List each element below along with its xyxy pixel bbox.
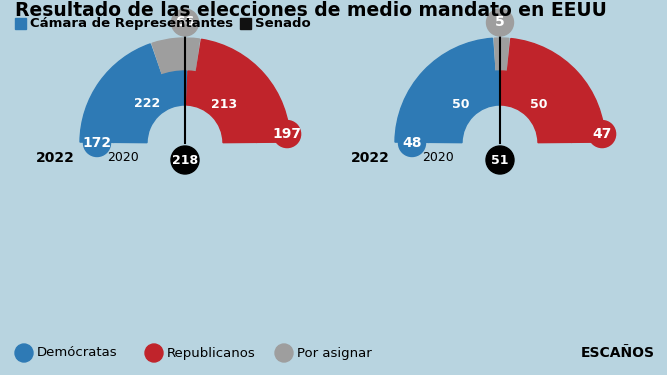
Circle shape	[273, 121, 301, 148]
Text: 2020: 2020	[422, 151, 454, 164]
Text: Resultado de las elecciones de medio mandato en EEUU: Resultado de las elecciones de medio man…	[15, 1, 607, 20]
Bar	[240, 18, 251, 29]
Text: 66: 66	[175, 15, 195, 30]
Text: Cámara de Representantes: Cámara de Representantes	[30, 17, 233, 30]
Text: 197: 197	[273, 127, 301, 141]
Text: 213: 213	[211, 98, 237, 111]
Text: 172: 172	[83, 136, 111, 150]
Wedge shape	[196, 39, 290, 142]
Text: Republicanos: Republicanos	[167, 346, 255, 360]
Wedge shape	[395, 38, 495, 142]
Circle shape	[171, 9, 199, 36]
Text: 222: 222	[133, 97, 160, 110]
Text: 50: 50	[452, 98, 470, 111]
Circle shape	[588, 121, 616, 148]
Bar	[15, 18, 26, 29]
Text: 2022: 2022	[36, 151, 75, 165]
Circle shape	[486, 9, 514, 36]
Wedge shape	[494, 38, 509, 72]
Text: ESCAÑOS: ESCAÑOS	[581, 346, 655, 360]
Text: Senado: Senado	[255, 17, 311, 30]
Text: 2022: 2022	[351, 151, 390, 165]
Text: 51: 51	[492, 153, 509, 166]
Wedge shape	[187, 71, 257, 142]
Wedge shape	[113, 71, 187, 142]
Text: 2020: 2020	[107, 151, 139, 164]
Text: 5: 5	[495, 15, 505, 30]
Circle shape	[486, 146, 514, 174]
Wedge shape	[508, 39, 605, 142]
Circle shape	[145, 344, 163, 362]
Wedge shape	[80, 44, 161, 142]
Circle shape	[275, 344, 293, 362]
Circle shape	[15, 344, 33, 362]
Text: 48: 48	[402, 136, 422, 150]
Wedge shape	[428, 71, 500, 142]
Circle shape	[171, 146, 199, 174]
Wedge shape	[152, 38, 199, 76]
Text: 47: 47	[592, 127, 612, 141]
Wedge shape	[500, 71, 572, 142]
Text: Demócratas: Demócratas	[37, 346, 117, 360]
Text: Por asignar: Por asignar	[297, 346, 372, 360]
Circle shape	[83, 129, 111, 156]
Text: 50: 50	[530, 98, 548, 111]
Text: 218: 218	[172, 153, 198, 166]
Circle shape	[398, 129, 426, 156]
